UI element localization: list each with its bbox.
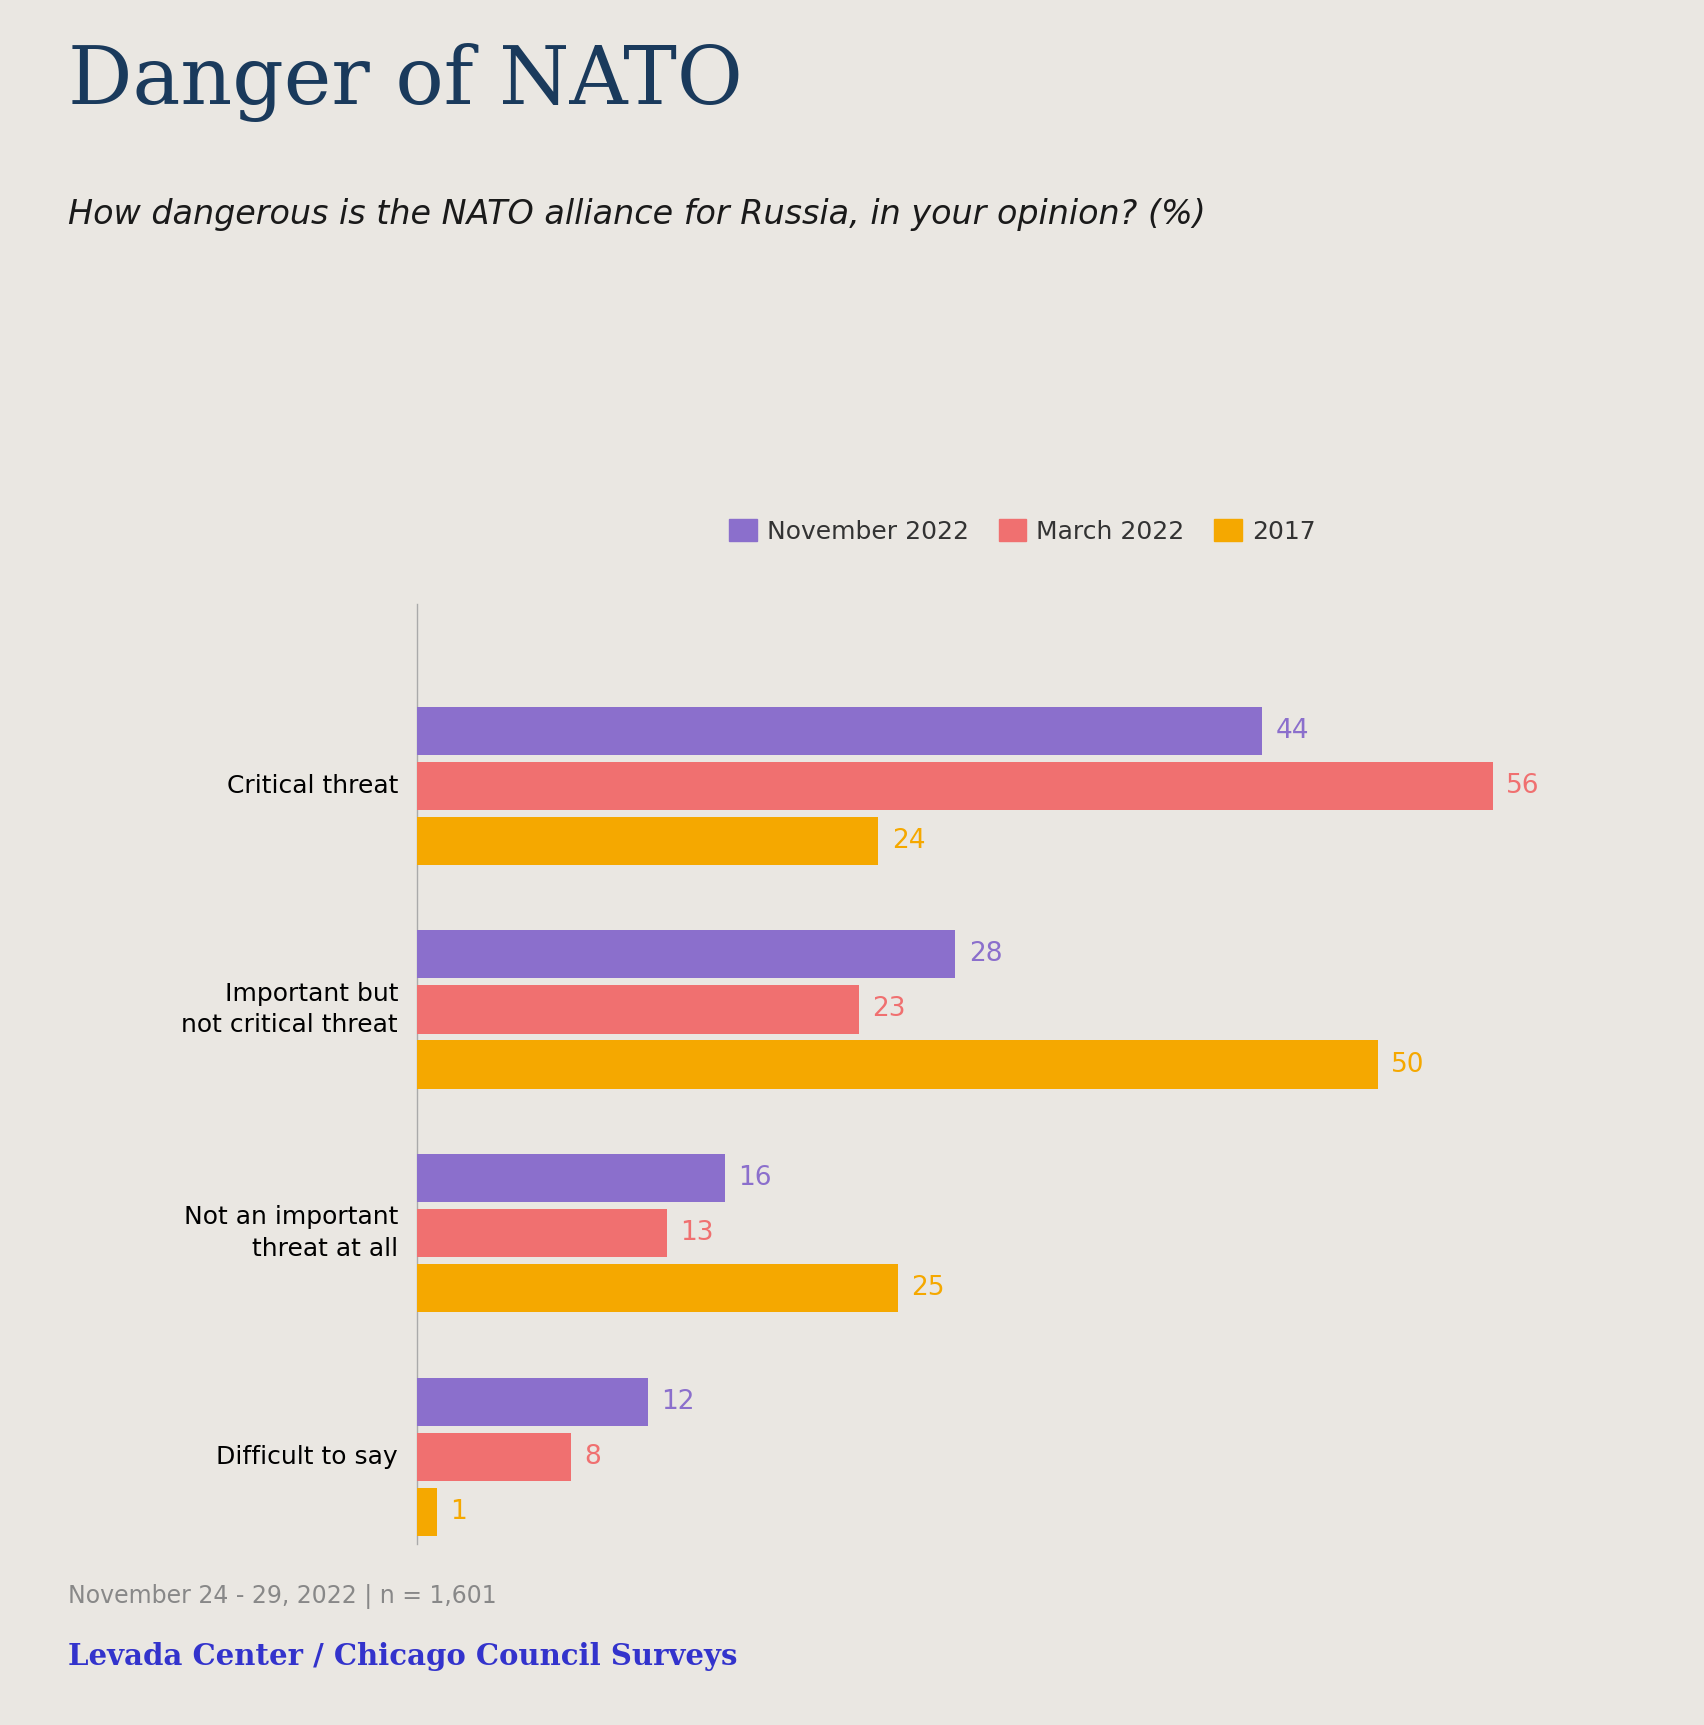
Text: 25: 25 bbox=[912, 1275, 944, 1301]
Text: 23: 23 bbox=[872, 997, 907, 1023]
Text: 56: 56 bbox=[1506, 773, 1540, 799]
Text: 28: 28 bbox=[968, 942, 1002, 968]
Text: How dangerous is the NATO alliance for Russia, in your opinion? (%): How dangerous is the NATO alliance for R… bbox=[68, 198, 1206, 231]
Bar bbox=[417, 1264, 898, 1313]
Bar bbox=[417, 1209, 668, 1258]
Text: 50: 50 bbox=[1390, 1052, 1425, 1078]
Bar bbox=[417, 1378, 648, 1427]
Text: 24: 24 bbox=[891, 828, 925, 854]
Text: 44: 44 bbox=[1276, 718, 1309, 743]
Bar bbox=[417, 762, 1493, 809]
Text: 1: 1 bbox=[450, 1499, 467, 1525]
Text: 13: 13 bbox=[680, 1220, 714, 1245]
Text: 16: 16 bbox=[738, 1164, 772, 1190]
Bar bbox=[417, 1040, 1377, 1088]
Text: 12: 12 bbox=[661, 1389, 695, 1414]
Bar bbox=[417, 1154, 724, 1202]
Bar bbox=[417, 816, 878, 864]
Bar bbox=[417, 930, 956, 978]
Text: November 24 - 29, 2022 | n = 1,601: November 24 - 29, 2022 | n = 1,601 bbox=[68, 1584, 498, 1608]
Bar bbox=[417, 1487, 436, 1535]
Bar bbox=[417, 707, 1263, 756]
Text: Levada Center / Chicago Council Surveys: Levada Center / Chicago Council Surveys bbox=[68, 1642, 738, 1672]
Bar bbox=[417, 1433, 571, 1480]
Text: 8: 8 bbox=[584, 1444, 602, 1470]
Text: Danger of NATO: Danger of NATO bbox=[68, 43, 743, 122]
Legend: November 2022, March 2022, 2017: November 2022, March 2022, 2017 bbox=[719, 509, 1326, 554]
Bar bbox=[417, 985, 859, 1033]
